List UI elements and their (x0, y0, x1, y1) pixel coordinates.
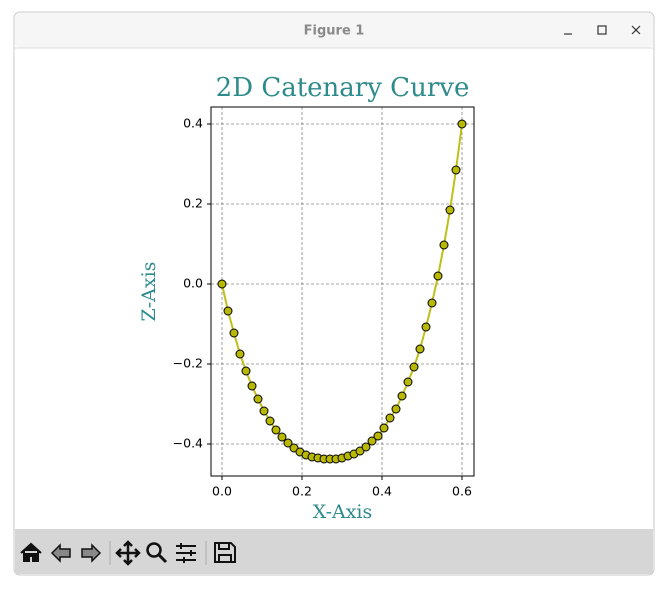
y-tick-label: 0.0 (183, 276, 203, 291)
y-tick-label: 0.2 (183, 196, 203, 211)
x-tick-label: 0.4 (372, 484, 392, 499)
point (391, 404, 401, 414)
plot: 2D Catenary Curve X-Axis Z-Axis 0.0 0.2 0.4 0.… (138, 73, 475, 523)
point (247, 381, 257, 391)
point (217, 279, 227, 289)
point (421, 322, 431, 332)
point (439, 240, 449, 250)
close-button[interactable] (631, 25, 641, 35)
zoom-button[interactable] (146, 542, 168, 564)
window (13, 11, 655, 576)
point (367, 436, 377, 446)
point (397, 391, 407, 401)
point (403, 377, 413, 387)
point (241, 366, 251, 376)
point (433, 271, 443, 281)
point (265, 416, 275, 426)
point (235, 349, 245, 359)
save-button[interactable] (214, 542, 236, 563)
x-tick-label: 0.0 (212, 484, 232, 499)
point (409, 362, 419, 372)
forward-button[interactable] (81, 543, 102, 563)
point (223, 306, 233, 316)
point (451, 165, 461, 175)
y-tick-label: −0.4 (173, 436, 203, 451)
point (271, 425, 281, 435)
title-bar (15, 13, 653, 48)
y-tick-label: 0.4 (183, 116, 203, 131)
point (373, 431, 383, 441)
home-button[interactable] (20, 542, 42, 562)
x-tick-label: 0.2 (292, 484, 312, 499)
point (445, 205, 455, 215)
point (427, 298, 437, 308)
pan-button[interactable] (115, 540, 141, 566)
configure-button[interactable] (176, 543, 196, 563)
point (379, 423, 389, 433)
x-axis-label: X-Axis (313, 501, 373, 523)
point (253, 394, 263, 404)
window-title: Figure 1 (304, 24, 365, 39)
point (229, 328, 239, 338)
point (259, 406, 269, 416)
point (457, 119, 467, 129)
point (277, 432, 287, 442)
point (415, 344, 425, 354)
y-tick-label: −0.2 (173, 356, 203, 371)
y-axis-label: Z-Axis (138, 262, 160, 322)
point (283, 438, 293, 448)
x-tick-label: 0.6 (452, 484, 472, 499)
plot-frame (210, 106, 475, 477)
point (385, 413, 395, 423)
maximize-button[interactable] (597, 25, 607, 35)
point (361, 442, 371, 452)
chart-title: 2D Catenary Curve (216, 73, 470, 103)
toolbar (15, 529, 653, 574)
back-button[interactable] (50, 543, 71, 563)
